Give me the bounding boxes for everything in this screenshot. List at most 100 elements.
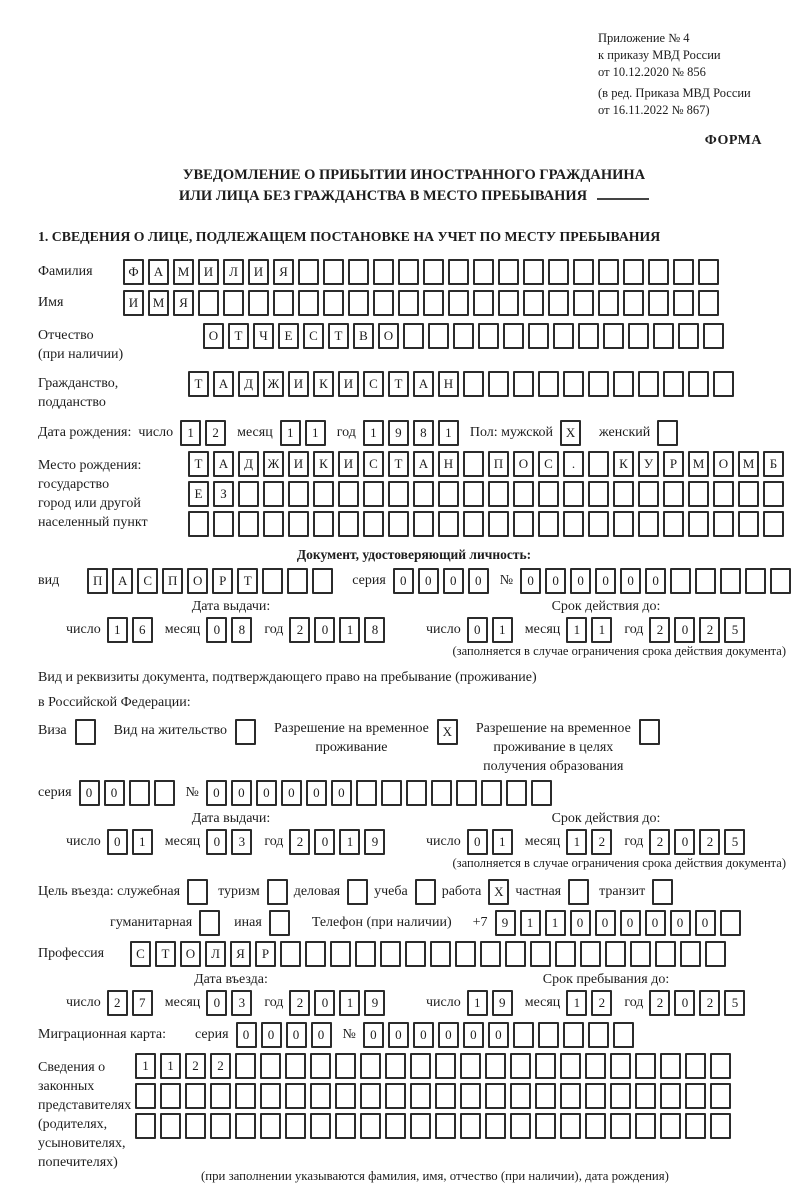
char-box[interactable]	[288, 481, 309, 507]
char-box[interactable]	[473, 259, 494, 285]
char-box[interactable]: С	[363, 371, 384, 397]
char-box[interactable]	[688, 481, 709, 507]
char-box[interactable]	[510, 1083, 531, 1109]
char-box[interactable]: 1	[466, 990, 488, 1016]
char-box[interactable]	[763, 481, 784, 507]
char-box[interactable]	[563, 511, 584, 537]
char-box[interactable]	[705, 941, 726, 967]
char-box[interactable]: 2	[699, 829, 721, 855]
char-box[interactable]: Т	[388, 451, 409, 477]
char-box[interactable]	[510, 1053, 531, 1079]
char-box[interactable]: 0	[437, 1022, 459, 1048]
char-box[interactable]	[528, 323, 549, 349]
char-box[interactable]	[638, 371, 659, 397]
char-box[interactable]	[388, 511, 409, 537]
char-box[interactable]: 0	[103, 780, 125, 806]
char-box[interactable]	[560, 1083, 581, 1109]
char-box[interactable]	[548, 259, 569, 285]
char-box[interactable]: 2	[649, 990, 671, 1016]
char-box[interactable]: Т	[237, 568, 259, 594]
char-box[interactable]: 0	[78, 780, 100, 806]
char-box[interactable]	[485, 1113, 506, 1139]
char-box[interactable]	[435, 1113, 456, 1139]
char-box[interactable]: Б	[763, 451, 784, 477]
char-box[interactable]	[453, 323, 474, 349]
char-box[interactable]	[563, 481, 584, 507]
char-box[interactable]: 2	[289, 617, 311, 643]
char-box[interactable]: 0	[594, 910, 616, 936]
char-box[interactable]: 0	[392, 568, 414, 594]
char-box[interactable]	[513, 511, 534, 537]
char-box[interactable]	[238, 511, 259, 537]
char-box[interactable]	[562, 1022, 584, 1048]
char-box[interactable]	[238, 481, 259, 507]
char-box[interactable]	[560, 1053, 581, 1079]
char-box[interactable]: 3	[231, 829, 253, 855]
char-box[interactable]	[688, 371, 709, 397]
char-box[interactable]	[188, 511, 209, 537]
char-box[interactable]	[185, 1113, 206, 1139]
char-box[interactable]	[538, 511, 559, 537]
char-box[interactable]	[635, 1083, 656, 1109]
char-box[interactable]	[263, 511, 284, 537]
char-box[interactable]	[235, 1083, 256, 1109]
char-box[interactable]	[260, 1053, 281, 1079]
char-box[interactable]: 1	[106, 617, 128, 643]
char-box[interactable]	[530, 780, 552, 806]
char-box[interactable]	[135, 1083, 156, 1109]
char-box[interactable]: 5	[724, 617, 746, 643]
char-box[interactable]: А	[213, 451, 234, 477]
char-box[interactable]	[745, 568, 767, 594]
char-box[interactable]	[610, 1083, 631, 1109]
char-box[interactable]	[610, 1053, 631, 1079]
char-box[interactable]: 6	[131, 617, 153, 643]
char-box[interactable]: 2	[289, 829, 311, 855]
char-box[interactable]	[598, 290, 619, 316]
char-box[interactable]	[153, 780, 175, 806]
char-box[interactable]	[355, 780, 377, 806]
char-box[interactable]: Я	[273, 259, 294, 285]
char-box[interactable]	[385, 1053, 406, 1079]
char-box[interactable]	[555, 941, 576, 967]
char-box[interactable]	[535, 1053, 556, 1079]
char-box[interactable]	[613, 511, 634, 537]
char-box[interactable]: О	[378, 323, 399, 349]
char-box[interactable]	[719, 910, 741, 936]
char-box[interactable]: 0	[205, 780, 227, 806]
char-box[interactable]: 0	[620, 568, 642, 594]
char-box[interactable]	[548, 290, 569, 316]
char-box[interactable]	[335, 1053, 356, 1079]
checkbox-residence-permit[interactable]	[234, 719, 256, 745]
char-box[interactable]: 0	[545, 568, 567, 594]
char-box[interactable]	[363, 511, 384, 537]
char-box[interactable]: 3	[231, 990, 253, 1016]
char-box[interactable]	[413, 481, 434, 507]
char-box[interactable]	[463, 481, 484, 507]
char-box[interactable]	[460, 1113, 481, 1139]
char-box[interactable]	[538, 371, 559, 397]
char-box[interactable]	[648, 259, 669, 285]
char-box[interactable]: 1	[304, 420, 326, 446]
char-box[interactable]	[710, 1083, 731, 1109]
checkbox-visa[interactable]	[74, 719, 96, 745]
char-box[interactable]	[523, 290, 544, 316]
char-box[interactable]	[273, 290, 294, 316]
checkbox-rvp[interactable]: X	[436, 719, 458, 745]
char-box[interactable]	[660, 1053, 681, 1079]
char-box[interactable]	[488, 511, 509, 537]
char-box[interactable]	[698, 290, 719, 316]
char-box[interactable]: В	[353, 323, 374, 349]
char-box[interactable]: 0	[595, 568, 617, 594]
char-box[interactable]	[560, 1113, 581, 1139]
char-box[interactable]: А	[148, 259, 169, 285]
char-box[interactable]	[380, 941, 401, 967]
char-box[interactable]	[488, 481, 509, 507]
char-box[interactable]: 0	[645, 568, 667, 594]
char-box[interactable]: 1	[566, 617, 588, 643]
char-box[interactable]: А	[112, 568, 134, 594]
char-box[interactable]: М	[173, 259, 194, 285]
char-box[interactable]: 7	[131, 990, 153, 1016]
char-box[interactable]	[435, 1083, 456, 1109]
char-box[interactable]	[348, 290, 369, 316]
char-box[interactable]	[235, 1053, 256, 1079]
